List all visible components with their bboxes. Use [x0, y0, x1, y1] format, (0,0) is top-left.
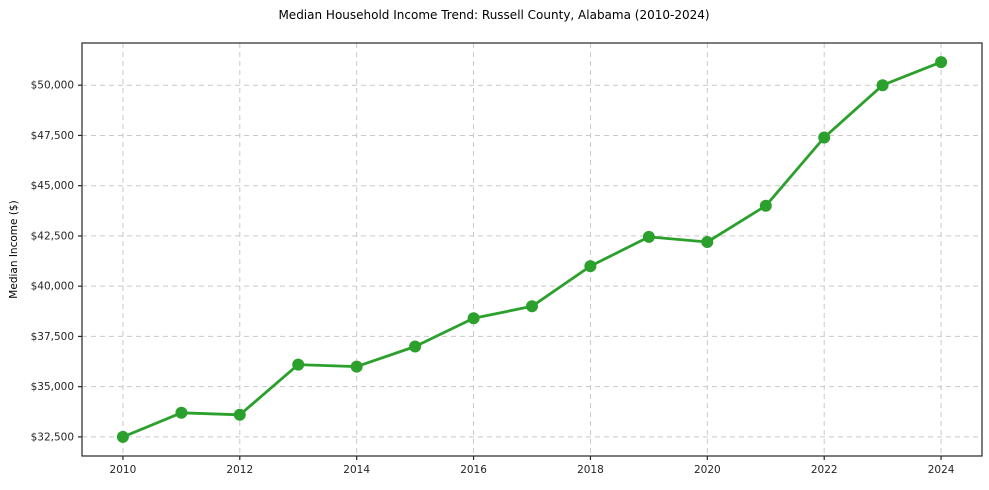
- x-tick-label: 2012: [226, 464, 253, 476]
- y-tick-label: $50,000: [31, 80, 74, 92]
- x-tick-label: 2022: [811, 464, 838, 476]
- data-point: [584, 260, 597, 273]
- y-tick-label: $37,500: [31, 331, 74, 343]
- axes-layer: 2010 2012 2014 2016 2018 2020 2022 2024 $32,500 $…: [31, 42, 983, 476]
- y-tick-label: $40,000: [31, 281, 74, 293]
- grid-layer: [82, 43, 982, 456]
- trend-series: [116, 56, 948, 443]
- data-point: [818, 131, 831, 144]
- x-tick-label: 2018: [577, 464, 604, 476]
- data-point: [467, 312, 480, 325]
- data-point: [935, 56, 948, 69]
- data-point: [233, 408, 246, 421]
- y-tick-label: $45,000: [31, 180, 74, 192]
- x-tick-label: 2010: [110, 464, 137, 476]
- y-tick-label: $42,500: [31, 230, 74, 242]
- data-point: [116, 430, 129, 443]
- x-tick-label: 2014: [343, 464, 370, 476]
- y-axis-label: Median Income ($): [8, 200, 20, 298]
- x-tick-label: 2016: [460, 464, 487, 476]
- data-point: [759, 199, 772, 212]
- data-point: [350, 360, 363, 373]
- data-point: [642, 230, 655, 243]
- plot-border: [81, 42, 983, 457]
- data-point: [876, 79, 889, 92]
- chart-title: Median Household Income Trend: Russell C…: [278, 8, 709, 22]
- data-point: [409, 340, 422, 353]
- trend-line: [121, 60, 943, 439]
- data-point: [526, 300, 538, 313]
- y-tick-label: $47,500: [31, 130, 74, 142]
- data-point: [701, 236, 714, 248]
- data-point: [175, 406, 188, 419]
- x-tick-label: 2020: [694, 464, 721, 476]
- data-point: [292, 358, 305, 371]
- x-tick-label: 2024: [928, 464, 955, 476]
- y-tick-label: $32,500: [31, 431, 74, 443]
- y-tick-label: $35,000: [31, 381, 74, 393]
